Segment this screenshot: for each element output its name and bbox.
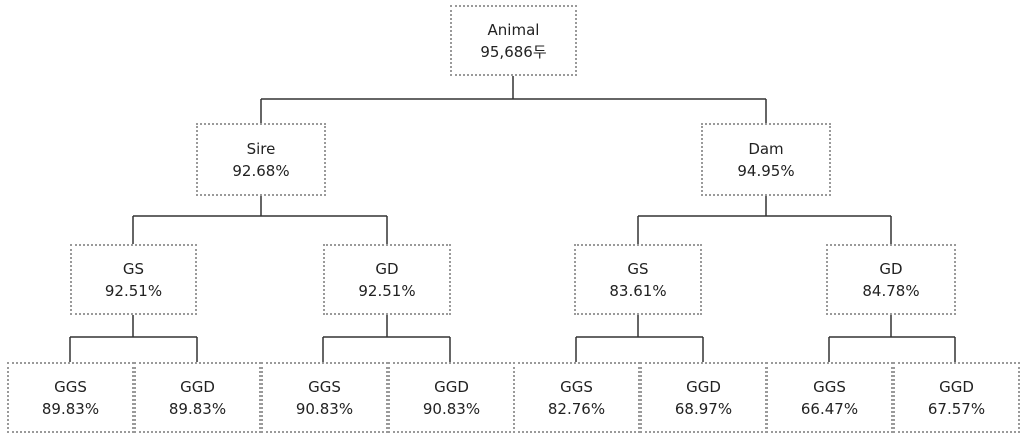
node-label: GS: [122, 259, 145, 278]
node-ggs-1: GGS 89.83%: [7, 362, 134, 433]
node-value: 89.83%: [168, 399, 227, 418]
node-value: 68.97%: [674, 399, 733, 418]
node-label: GGS: [813, 377, 846, 396]
node-label: GD: [879, 259, 903, 278]
node-value: 83.61%: [609, 281, 667, 300]
node-value: 90.83%: [422, 399, 481, 418]
node-ggs-3: GGS 82.76%: [513, 362, 640, 433]
node-value: 82.76%: [547, 399, 606, 418]
node-ggd-4: GGD 67.57%: [893, 362, 1020, 433]
node-label: GS: [627, 259, 649, 278]
node-value: 94.95%: [737, 161, 795, 180]
node-label: GGD: [686, 377, 721, 396]
node-ggd-1: GGD 89.83%: [134, 362, 261, 433]
node-label: GGS: [308, 377, 341, 396]
node-label: GGD: [939, 377, 974, 396]
node-dam-gd: GD 84.78%: [826, 244, 956, 315]
root-node-animal: Animal 95,686두: [450, 5, 577, 76]
node-ggd-2: GGD 90.83%: [388, 362, 515, 433]
node-value: 92.51%: [104, 281, 163, 300]
node-label: Animal: [487, 20, 540, 39]
node-sire: Sire 92.68%: [196, 123, 326, 196]
node-value: 95,686두: [480, 42, 547, 61]
node-dam: Dam 94.95%: [701, 123, 831, 196]
node-label: GGS: [54, 377, 87, 396]
node-label: Sire: [246, 139, 276, 158]
node-value: 84.78%: [862, 281, 920, 300]
node-ggs-4: GGS 66.47%: [766, 362, 893, 433]
node-value: 92.68%: [232, 161, 290, 180]
node-label: GGD: [180, 377, 215, 396]
node-label: Dam: [748, 139, 784, 158]
node-sire-gs: GS 92.51%: [70, 244, 197, 315]
node-ggd-3: GGD 68.97%: [640, 362, 767, 433]
node-label: GGS: [560, 377, 593, 396]
node-value: 89.83%: [41, 399, 100, 418]
node-dam-gs: GS 83.61%: [574, 244, 702, 315]
node-ggs-2: GGS 90.83%: [261, 362, 388, 433]
node-value: 66.47%: [800, 399, 859, 418]
node-value: 90.83%: [295, 399, 354, 418]
node-value: 67.57%: [927, 399, 986, 418]
node-label: GGD: [434, 377, 469, 396]
node-sire-gd: GD 92.51%: [323, 244, 451, 315]
node-value: 92.51%: [358, 281, 416, 300]
node-label: GD: [375, 259, 399, 278]
